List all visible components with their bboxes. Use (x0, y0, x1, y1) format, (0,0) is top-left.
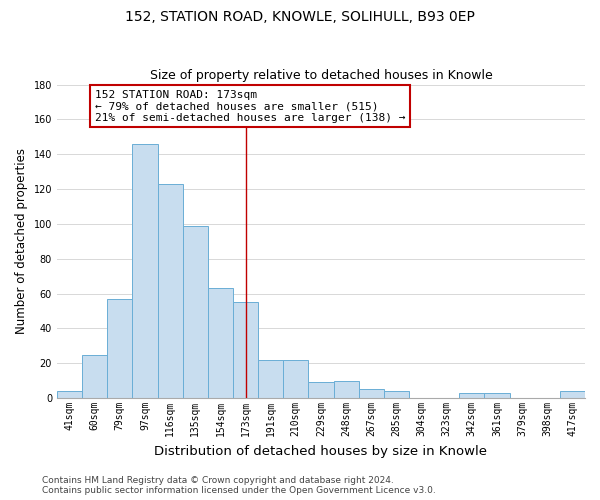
Bar (459, 393, 484, 398)
Text: Contains HM Land Registry data © Crown copyright and database right 2024.
Contai: Contains HM Land Registry data © Crown c… (42, 476, 436, 495)
Y-axis label: Number of detached properties: Number of detached properties (15, 148, 28, 334)
Bar (484, 393, 509, 398)
Bar (560, 391, 585, 398)
Bar (359, 390, 384, 398)
Text: 152, STATION ROAD, KNOWLE, SOLIHULL, B93 0EP: 152, STATION ROAD, KNOWLE, SOLIHULL, B93… (125, 10, 475, 24)
Bar (208, 288, 233, 398)
Bar (283, 360, 308, 398)
Bar (334, 380, 359, 398)
Bar (57, 391, 82, 398)
Bar (182, 226, 208, 398)
Bar (384, 391, 409, 398)
Bar (258, 360, 283, 398)
Bar (308, 382, 334, 398)
Bar (233, 302, 258, 398)
Bar (158, 184, 182, 398)
X-axis label: Distribution of detached houses by size in Knowle: Distribution of detached houses by size … (154, 444, 487, 458)
Text: 152 STATION ROAD: 173sqm
← 79% of detached houses are smaller (515)
21% of semi-: 152 STATION ROAD: 173sqm ← 79% of detach… (95, 90, 405, 123)
Title: Size of property relative to detached houses in Knowle: Size of property relative to detached ho… (149, 69, 493, 82)
Bar (107, 299, 133, 398)
Bar (82, 354, 107, 398)
Bar (133, 144, 158, 398)
